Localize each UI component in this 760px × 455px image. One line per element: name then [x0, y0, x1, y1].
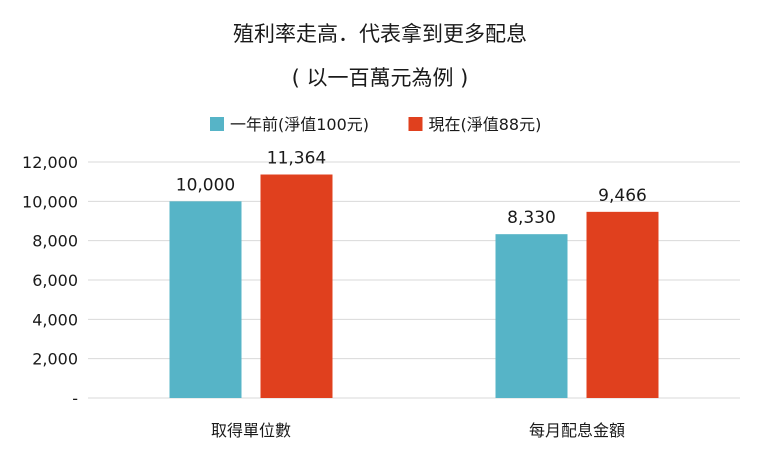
bar	[260, 174, 333, 398]
chart-subtitle: ( 以一百萬元為例 )	[291, 66, 469, 90]
y-tick-label: 8,000	[32, 232, 78, 251]
chart-title: 殖利率走高．代表拿到更多配息	[233, 22, 527, 46]
legend-swatch	[210, 117, 224, 131]
bar	[586, 211, 659, 398]
data-label: 11,364	[267, 149, 326, 169]
x-category-label: 每月配息金額	[529, 421, 625, 440]
bar	[169, 201, 242, 398]
y-tick-label: 2,000	[32, 350, 78, 369]
data-label: 9,466	[598, 186, 647, 206]
y-tick-label: 4,000	[32, 310, 78, 329]
data-label: 10,000	[176, 175, 235, 195]
legend-label: 一年前(淨值100元)	[230, 115, 369, 134]
bar	[495, 234, 568, 398]
y-tick-label: 12,000	[22, 153, 78, 172]
legend-swatch	[408, 117, 423, 131]
y-tick-label: -	[72, 389, 78, 408]
y-tick-label: 6,000	[32, 271, 78, 290]
data-label: 8,330	[507, 208, 556, 228]
x-category-label: 取得單位數	[211, 421, 291, 440]
legend-label: 現在(淨值88元)	[429, 115, 542, 134]
y-tick-label: 10,000	[22, 192, 78, 211]
